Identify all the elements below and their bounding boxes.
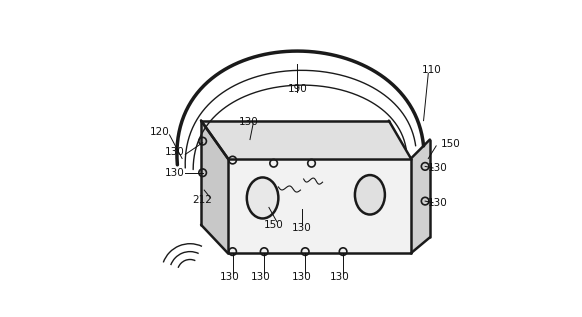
Text: 130: 130: [330, 272, 350, 282]
Text: 150: 150: [264, 220, 283, 230]
Polygon shape: [201, 121, 411, 158]
Text: 190: 190: [288, 84, 307, 94]
Polygon shape: [201, 121, 228, 253]
Text: 130: 130: [428, 198, 448, 208]
Text: 130: 130: [292, 223, 312, 233]
Text: 130: 130: [219, 272, 239, 282]
Text: 110: 110: [421, 65, 441, 75]
Text: 120: 120: [150, 127, 170, 137]
Text: 130: 130: [251, 272, 271, 282]
Text: 150: 150: [441, 139, 461, 149]
Text: 212: 212: [193, 195, 212, 204]
Text: 130: 130: [239, 117, 258, 127]
Text: 130: 130: [164, 147, 184, 157]
Text: 130: 130: [292, 272, 312, 282]
Ellipse shape: [247, 178, 278, 218]
Polygon shape: [411, 139, 430, 253]
Text: 130: 130: [428, 163, 448, 173]
Text: 130: 130: [164, 168, 184, 178]
Polygon shape: [228, 158, 411, 253]
Ellipse shape: [355, 175, 385, 215]
